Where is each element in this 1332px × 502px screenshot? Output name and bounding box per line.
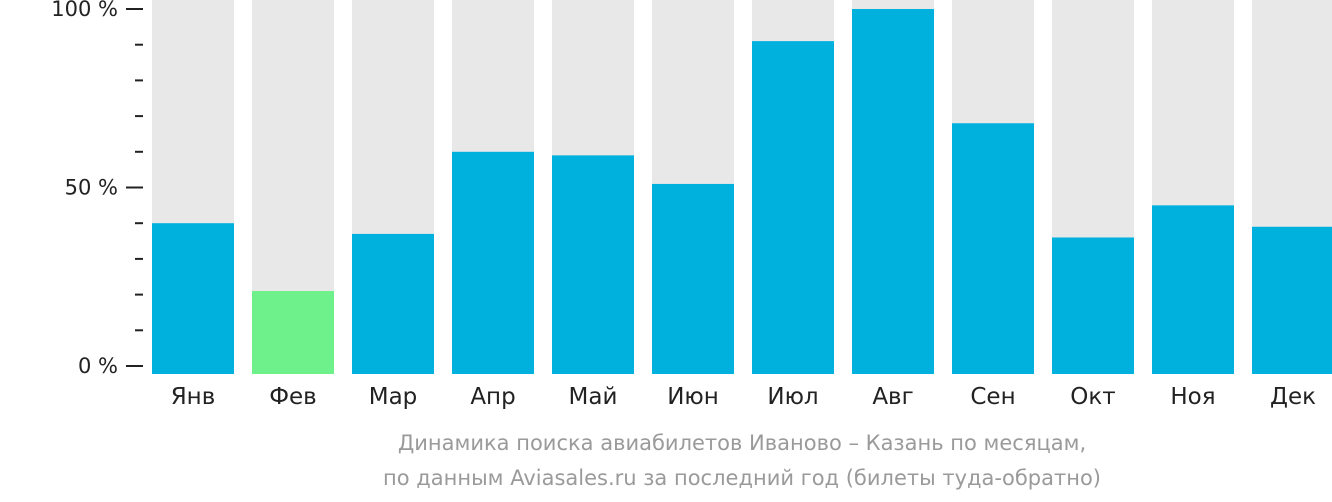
x-tick-label: Мар <box>369 384 418 410</box>
x-tick-label: Июл <box>767 384 818 410</box>
bar-10 <box>1052 237 1134 374</box>
x-tick-label: Сен <box>970 384 1015 410</box>
bar-1 <box>152 223 234 374</box>
bar-6 <box>652 183 734 374</box>
bar-7 <box>752 41 834 374</box>
y-tick-label: 50 % <box>65 176 118 200</box>
bar-12 <box>1252 226 1332 374</box>
x-tick-label: Ноя <box>1170 384 1215 410</box>
bar-chart: Янв Фев Мар Апр Май Июн Июл Авг Сен Окт Ноя Дек 0 % 5… <box>51 0 1332 410</box>
y-tick-label: 100 % <box>51 0 118 21</box>
x-tick-label: Дек <box>1270 384 1316 410</box>
chart-caption-line2: по данным Aviasales.ru за последний год … <box>383 466 1101 490</box>
y-tick-label: 0 % <box>78 354 118 378</box>
x-tick-label: Фев <box>269 384 317 410</box>
bar-11 <box>1152 205 1234 374</box>
bar-9 <box>952 123 1034 375</box>
bar-2 <box>252 291 334 374</box>
bar-5 <box>552 155 634 374</box>
chart-caption-line1: Динамика поиска авиабилетов Иваново – Ка… <box>397 431 1087 455</box>
x-tick-label: Авг <box>872 384 913 410</box>
x-tick-label: Июн <box>667 384 719 410</box>
bar-3 <box>352 233 434 374</box>
bar-4 <box>452 151 534 374</box>
x-tick-label: Окт <box>1070 384 1115 410</box>
bar-8 <box>852 9 934 374</box>
x-tick-label: Май <box>569 384 618 410</box>
x-tick-label: Янв <box>171 384 216 410</box>
x-tick-label: Апр <box>470 384 515 410</box>
